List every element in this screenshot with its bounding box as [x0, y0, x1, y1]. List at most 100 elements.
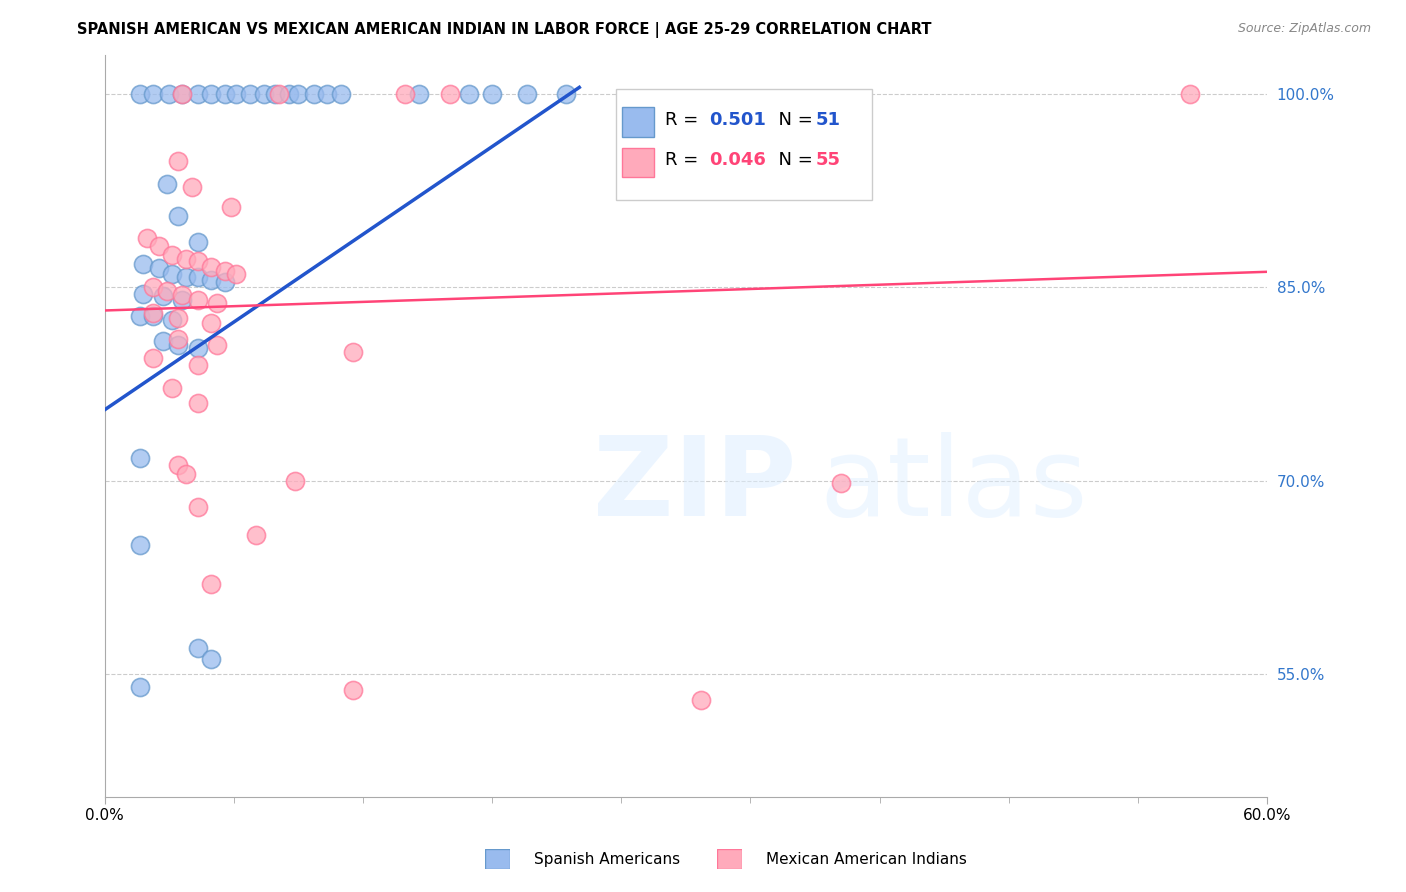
Point — [200, 577, 222, 591]
Point — [187, 235, 209, 249]
Point — [267, 87, 290, 101]
Point — [180, 179, 202, 194]
Point — [162, 381, 184, 395]
Point — [214, 87, 236, 101]
Point — [142, 280, 165, 294]
Point — [128, 450, 150, 465]
Point — [690, 693, 713, 707]
Point — [167, 332, 190, 346]
Point — [394, 87, 416, 101]
Point — [136, 231, 159, 245]
Point — [142, 351, 165, 366]
Point — [187, 341, 209, 355]
Point — [128, 87, 150, 101]
Point — [252, 87, 274, 101]
Text: 0.501: 0.501 — [709, 112, 766, 129]
Point — [239, 87, 262, 101]
Point — [167, 458, 190, 473]
Point — [277, 87, 299, 101]
Point — [205, 295, 228, 310]
Point — [162, 268, 184, 282]
Point — [142, 87, 165, 101]
Text: 55: 55 — [815, 152, 841, 169]
FancyBboxPatch shape — [621, 107, 654, 136]
Point — [457, 87, 479, 101]
Point — [187, 500, 209, 514]
Point — [200, 87, 222, 101]
Point — [172, 293, 194, 308]
Point — [128, 309, 150, 323]
Point — [225, 87, 247, 101]
Point — [172, 87, 194, 101]
Text: 0.046: 0.046 — [709, 152, 766, 169]
Point — [174, 269, 197, 284]
Point — [167, 311, 190, 326]
Text: R =: R = — [665, 112, 704, 129]
Text: N =: N = — [768, 112, 818, 129]
Point — [200, 317, 222, 331]
FancyBboxPatch shape — [616, 88, 872, 200]
Point — [132, 286, 155, 301]
Point — [142, 306, 165, 320]
Text: Spanish Americans: Spanish Americans — [534, 852, 681, 867]
Point — [187, 358, 209, 372]
Point — [481, 87, 503, 101]
Point — [167, 153, 190, 168]
Text: Mexican American Indians: Mexican American Indians — [766, 852, 967, 867]
Point — [162, 248, 184, 262]
FancyBboxPatch shape — [621, 148, 654, 178]
Text: Source: ZipAtlas.com: Source: ZipAtlas.com — [1237, 22, 1371, 36]
Point — [283, 474, 305, 488]
Point — [342, 682, 364, 697]
Point — [128, 538, 150, 552]
Point — [214, 275, 236, 289]
Text: N =: N = — [768, 152, 818, 169]
Point — [302, 87, 325, 101]
Point — [1178, 87, 1201, 101]
Text: 51: 51 — [815, 112, 841, 129]
Point — [554, 87, 576, 101]
Point — [156, 177, 179, 191]
Point — [156, 284, 179, 298]
Point — [152, 289, 174, 303]
Point — [148, 260, 170, 275]
Point — [264, 87, 287, 101]
Point — [214, 263, 236, 277]
Point — [172, 87, 194, 101]
Point — [148, 239, 170, 253]
Point — [128, 680, 150, 694]
Point — [225, 268, 247, 282]
Point — [172, 288, 194, 302]
Point — [316, 87, 339, 101]
Point — [174, 252, 197, 266]
Point — [439, 87, 461, 101]
Point — [287, 87, 309, 101]
Point — [152, 334, 174, 349]
Point — [219, 200, 242, 214]
Point — [187, 293, 209, 308]
Text: atlas: atlas — [820, 432, 1088, 539]
Point — [342, 344, 364, 359]
Point — [162, 312, 184, 326]
Point — [200, 272, 222, 286]
Point — [200, 651, 222, 665]
Point — [174, 467, 197, 482]
Point — [187, 269, 209, 284]
Point — [516, 87, 538, 101]
Point — [187, 87, 209, 101]
Point — [200, 260, 222, 274]
Point — [205, 338, 228, 352]
Point — [187, 396, 209, 410]
Text: SPANISH AMERICAN VS MEXICAN AMERICAN INDIAN IN LABOR FORCE | AGE 25-29 CORRELATI: SPANISH AMERICAN VS MEXICAN AMERICAN IND… — [77, 22, 932, 38]
Point — [187, 254, 209, 268]
Point — [830, 476, 852, 491]
Point — [187, 641, 209, 656]
Point — [408, 87, 430, 101]
Point — [157, 87, 180, 101]
Point — [245, 528, 267, 542]
Point — [167, 210, 190, 224]
Text: R =: R = — [665, 152, 704, 169]
Point — [167, 338, 190, 352]
Point — [142, 309, 165, 323]
Point — [330, 87, 353, 101]
